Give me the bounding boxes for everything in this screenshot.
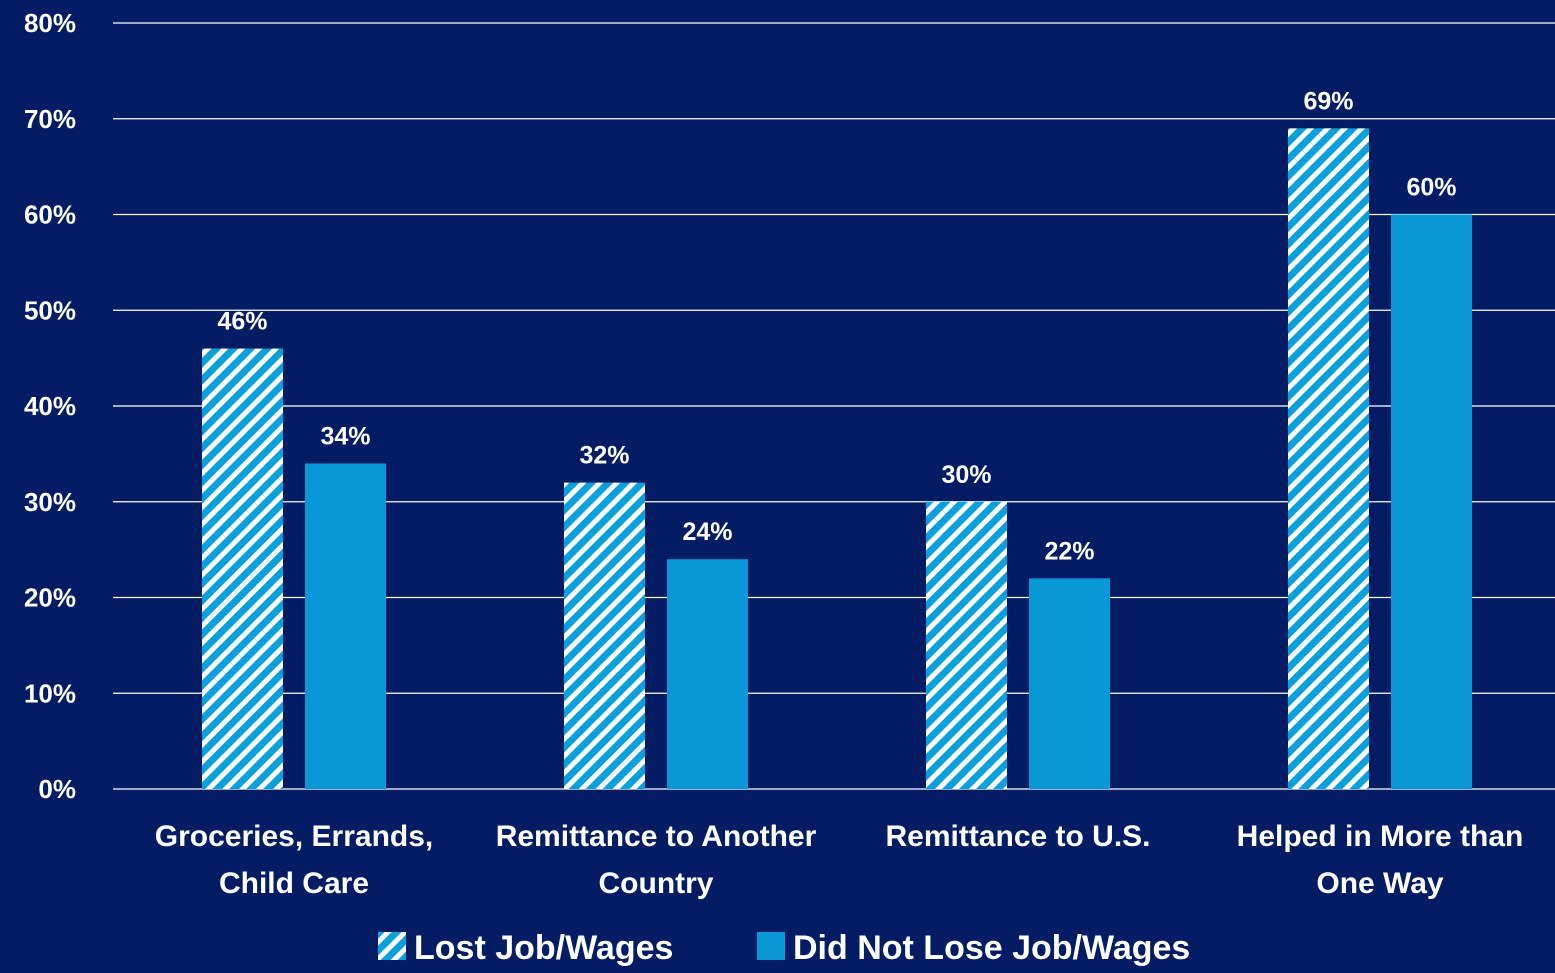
bar-lost-0 [202, 348, 283, 789]
value-label-not-lost-1: 24% [682, 518, 732, 546]
y-tick-label-50: 50% [24, 295, 76, 325]
bar-not-lost-1 [667, 559, 748, 789]
y-tick-label-40: 40% [24, 391, 76, 421]
category-label-0-line-0: Groceries, Errands, [155, 820, 433, 853]
category-label-1-line-0: Remittance to Another [496, 820, 817, 853]
legend-label-lost: Lost Job/Wages [414, 929, 673, 967]
category-label-3-line-1: One Way [1316, 867, 1444, 900]
bar-not-lost-2 [1029, 578, 1110, 789]
value-label-lost-1: 32% [579, 442, 629, 470]
legend: Lost Job/Wages Did Not Lose Job/Wages [378, 929, 1190, 967]
category-label-1-line-1: Country [599, 867, 714, 900]
category-label-2-line-0: Remittance to U.S. [885, 820, 1150, 853]
x-axis-category-labels: Groceries, Errands, Child Care Remittance … [155, 820, 1524, 900]
bar-lost-1 [564, 482, 645, 789]
bar-lost-2 [926, 501, 1007, 789]
category-label-3-line-0: Helped in More than [1237, 820, 1524, 853]
data-labels: 46% 32% 30% 69% 34% 24% 22% 60% [217, 87, 1456, 565]
y-tick-label-30: 30% [24, 487, 76, 517]
value-label-lost-2: 30% [941, 461, 991, 489]
y-axis-tick-labels: 0% 10% 20% 30% 40% 50% 60% 70% 80% [24, 8, 76, 804]
legend-swatch-lost [378, 932, 406, 960]
value-label-not-lost-2: 22% [1044, 537, 1094, 565]
value-label-not-lost-0: 34% [320, 422, 370, 450]
legend-label-not-lost: Did Not Lose Job/Wages [793, 929, 1190, 967]
value-label-lost-3: 69% [1303, 87, 1353, 115]
y-tick-label-80: 80% [24, 8, 76, 38]
legend-swatch-not-lost [757, 932, 785, 960]
bar-not-lost-3 [1391, 214, 1472, 789]
y-tick-label-70: 70% [24, 104, 76, 134]
y-tick-label-60: 60% [24, 200, 76, 230]
bar-lost-3 [1288, 128, 1369, 789]
value-label-lost-0: 46% [217, 308, 267, 336]
bars [202, 128, 1472, 789]
y-tick-label-10: 10% [24, 678, 76, 708]
bar-not-lost-0 [305, 463, 386, 789]
value-label-not-lost-3: 60% [1406, 174, 1456, 202]
category-label-0-line-1: Child Care [219, 867, 369, 900]
y-tick-label-20: 20% [24, 583, 76, 613]
y-tick-label-0: 0% [38, 774, 76, 804]
